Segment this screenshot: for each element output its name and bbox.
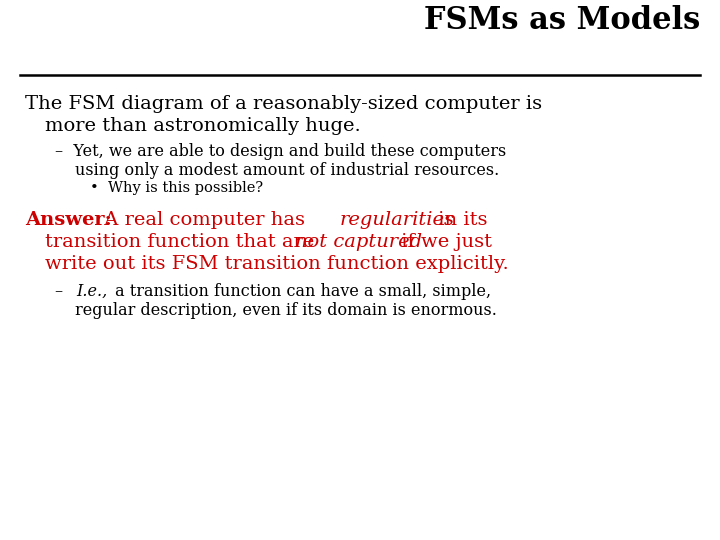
Text: FSMs as Models: FSMs as Models [424,5,700,36]
Text: a transition function can have a small, simple,: a transition function can have a small, … [110,283,491,300]
Text: write out its FSM transition function explicitly.: write out its FSM transition function ex… [45,255,509,273]
Text: The FSM diagram of a reasonably-sized computer is: The FSM diagram of a reasonably-sized co… [25,95,542,113]
Text: transition function that are: transition function that are [45,233,320,251]
Text: A real computer has: A real computer has [98,211,311,229]
Text: in its: in its [432,211,487,229]
Text: regularities: regularities [340,211,455,229]
Text: –  Yet, we are able to design and build these computers: – Yet, we are able to design and build t… [55,143,506,160]
Text: if we just: if we just [395,233,492,251]
Text: regular description, even if its domain is enormous.: regular description, even if its domain … [75,302,497,319]
Text: •  Why is this possible?: • Why is this possible? [90,181,263,195]
Text: –: – [55,283,73,300]
Text: not captured: not captured [295,233,422,251]
Text: using only a modest amount of industrial resources.: using only a modest amount of industrial… [75,162,499,179]
Text: Answer:: Answer: [25,211,112,229]
Text: more than astronomically huge.: more than astronomically huge. [45,117,361,135]
Text: I.e.,: I.e., [76,283,107,300]
